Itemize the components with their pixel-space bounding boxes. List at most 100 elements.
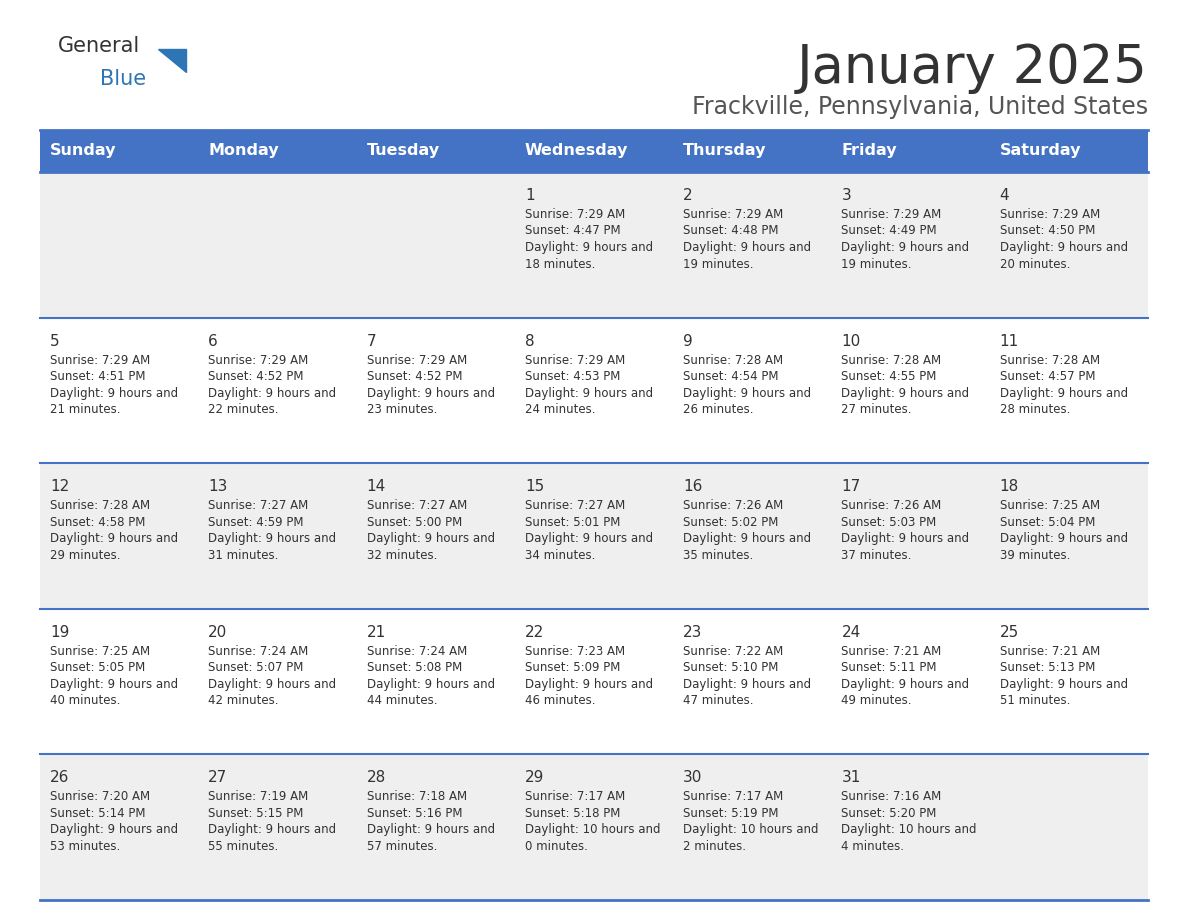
Text: Sunrise: 7:17 AM: Sunrise: 7:17 AM bbox=[525, 790, 625, 803]
Text: Sunset: 5:16 PM: Sunset: 5:16 PM bbox=[367, 807, 462, 820]
Text: Wednesday: Wednesday bbox=[525, 143, 628, 159]
Text: 22 minutes.: 22 minutes. bbox=[208, 403, 279, 416]
Text: Daylight: 9 hours and: Daylight: 9 hours and bbox=[50, 532, 178, 545]
Text: Daylight: 10 hours and: Daylight: 10 hours and bbox=[525, 823, 661, 836]
Text: 31 minutes.: 31 minutes. bbox=[208, 549, 279, 562]
Text: 9: 9 bbox=[683, 333, 693, 349]
Text: 18: 18 bbox=[1000, 479, 1019, 494]
Text: Sunrise: 7:27 AM: Sunrise: 7:27 AM bbox=[208, 499, 309, 512]
Text: 7: 7 bbox=[367, 333, 377, 349]
Text: Sunrise: 7:28 AM: Sunrise: 7:28 AM bbox=[50, 499, 150, 512]
Text: 28 minutes.: 28 minutes. bbox=[1000, 403, 1070, 416]
Text: Sunrise: 7:25 AM: Sunrise: 7:25 AM bbox=[50, 644, 150, 658]
Text: 30: 30 bbox=[683, 770, 702, 786]
Text: 21: 21 bbox=[367, 625, 386, 640]
Polygon shape bbox=[158, 49, 187, 72]
Text: Sunset: 4:55 PM: Sunset: 4:55 PM bbox=[841, 370, 937, 383]
Text: 39 minutes.: 39 minutes. bbox=[1000, 549, 1070, 562]
Text: Daylight: 9 hours and: Daylight: 9 hours and bbox=[367, 386, 494, 399]
Text: 6: 6 bbox=[208, 333, 219, 349]
Text: 12: 12 bbox=[50, 479, 69, 494]
Text: Daylight: 9 hours and: Daylight: 9 hours and bbox=[208, 677, 336, 691]
Text: 19 minutes.: 19 minutes. bbox=[841, 258, 912, 271]
Text: Sunrise: 7:21 AM: Sunrise: 7:21 AM bbox=[841, 644, 942, 658]
Text: 24 minutes.: 24 minutes. bbox=[525, 403, 595, 416]
Text: 49 minutes.: 49 minutes. bbox=[841, 694, 912, 707]
Text: 18 minutes.: 18 minutes. bbox=[525, 258, 595, 271]
Text: Daylight: 9 hours and: Daylight: 9 hours and bbox=[841, 532, 969, 545]
Text: Sunrise: 7:29 AM: Sunrise: 7:29 AM bbox=[208, 353, 309, 366]
Text: Sunrise: 7:24 AM: Sunrise: 7:24 AM bbox=[367, 644, 467, 658]
Text: 2: 2 bbox=[683, 188, 693, 203]
Text: 53 minutes.: 53 minutes. bbox=[50, 840, 120, 853]
Text: Sunset: 4:47 PM: Sunset: 4:47 PM bbox=[525, 225, 620, 238]
Text: Daylight: 9 hours and: Daylight: 9 hours and bbox=[841, 677, 969, 691]
Text: 29: 29 bbox=[525, 770, 544, 786]
Text: Sunrise: 7:16 AM: Sunrise: 7:16 AM bbox=[841, 790, 942, 803]
Text: Sunset: 5:10 PM: Sunset: 5:10 PM bbox=[683, 661, 778, 675]
Text: 26: 26 bbox=[50, 770, 69, 786]
Text: 42 minutes.: 42 minutes. bbox=[208, 694, 279, 707]
Text: Daylight: 9 hours and: Daylight: 9 hours and bbox=[525, 386, 653, 399]
Text: Daylight: 9 hours and: Daylight: 9 hours and bbox=[208, 386, 336, 399]
Text: 23 minutes.: 23 minutes. bbox=[367, 403, 437, 416]
Text: Sunset: 5:11 PM: Sunset: 5:11 PM bbox=[841, 661, 937, 675]
Text: 24: 24 bbox=[841, 625, 860, 640]
Text: Sunset: 5:15 PM: Sunset: 5:15 PM bbox=[208, 807, 304, 820]
Text: Sunday: Sunday bbox=[50, 143, 116, 159]
Text: General: General bbox=[58, 36, 140, 56]
Text: Sunrise: 7:26 AM: Sunrise: 7:26 AM bbox=[683, 499, 783, 512]
Text: Sunrise: 7:29 AM: Sunrise: 7:29 AM bbox=[367, 353, 467, 366]
Text: Sunrise: 7:20 AM: Sunrise: 7:20 AM bbox=[50, 790, 150, 803]
Text: 57 minutes.: 57 minutes. bbox=[367, 840, 437, 853]
Text: Daylight: 9 hours and: Daylight: 9 hours and bbox=[208, 823, 336, 836]
Text: Daylight: 9 hours and: Daylight: 9 hours and bbox=[1000, 241, 1127, 254]
Text: Sunset: 5:05 PM: Sunset: 5:05 PM bbox=[50, 661, 145, 675]
Bar bbox=[40, 172, 1148, 318]
Text: Sunrise: 7:22 AM: Sunrise: 7:22 AM bbox=[683, 644, 783, 658]
Text: Frackville, Pennsylvania, United States: Frackville, Pennsylvania, United States bbox=[691, 95, 1148, 119]
Text: Daylight: 9 hours and: Daylight: 9 hours and bbox=[841, 241, 969, 254]
Text: Sunrise: 7:18 AM: Sunrise: 7:18 AM bbox=[367, 790, 467, 803]
Text: 4: 4 bbox=[1000, 188, 1010, 203]
Text: Sunrise: 7:28 AM: Sunrise: 7:28 AM bbox=[841, 353, 942, 366]
Text: 0 minutes.: 0 minutes. bbox=[525, 840, 588, 853]
Text: 2 minutes.: 2 minutes. bbox=[683, 840, 746, 853]
Text: 26 minutes.: 26 minutes. bbox=[683, 403, 753, 416]
Text: Sunrise: 7:21 AM: Sunrise: 7:21 AM bbox=[1000, 644, 1100, 658]
Text: 13: 13 bbox=[208, 479, 228, 494]
Text: Sunset: 4:51 PM: Sunset: 4:51 PM bbox=[50, 370, 145, 383]
Text: Daylight: 9 hours and: Daylight: 9 hours and bbox=[208, 532, 336, 545]
Text: 46 minutes.: 46 minutes. bbox=[525, 694, 595, 707]
Text: Daylight: 9 hours and: Daylight: 9 hours and bbox=[50, 677, 178, 691]
Text: 22: 22 bbox=[525, 625, 544, 640]
Text: Sunrise: 7:24 AM: Sunrise: 7:24 AM bbox=[208, 644, 309, 658]
Text: Sunrise: 7:23 AM: Sunrise: 7:23 AM bbox=[525, 644, 625, 658]
Text: 31: 31 bbox=[841, 770, 861, 786]
Text: Daylight: 9 hours and: Daylight: 9 hours and bbox=[683, 241, 811, 254]
Text: Sunset: 4:52 PM: Sunset: 4:52 PM bbox=[367, 370, 462, 383]
Text: Daylight: 9 hours and: Daylight: 9 hours and bbox=[367, 823, 494, 836]
Text: Friday: Friday bbox=[841, 143, 897, 159]
Text: Sunrise: 7:29 AM: Sunrise: 7:29 AM bbox=[525, 208, 625, 221]
Text: Sunset: 4:54 PM: Sunset: 4:54 PM bbox=[683, 370, 778, 383]
Text: Sunset: 5:01 PM: Sunset: 5:01 PM bbox=[525, 516, 620, 529]
Text: 35 minutes.: 35 minutes. bbox=[683, 549, 753, 562]
Text: Sunrise: 7:29 AM: Sunrise: 7:29 AM bbox=[525, 353, 625, 366]
Text: Sunset: 4:52 PM: Sunset: 4:52 PM bbox=[208, 370, 304, 383]
Text: Monday: Monday bbox=[208, 143, 279, 159]
Bar bbox=[40, 464, 1148, 609]
Text: Sunset: 4:50 PM: Sunset: 4:50 PM bbox=[1000, 225, 1095, 238]
Text: Sunset: 5:19 PM: Sunset: 5:19 PM bbox=[683, 807, 778, 820]
Text: Daylight: 9 hours and: Daylight: 9 hours and bbox=[683, 386, 811, 399]
Text: Daylight: 9 hours and: Daylight: 9 hours and bbox=[525, 532, 653, 545]
Text: Daylight: 9 hours and: Daylight: 9 hours and bbox=[367, 532, 494, 545]
Text: Sunset: 4:57 PM: Sunset: 4:57 PM bbox=[1000, 370, 1095, 383]
Text: Sunset: 5:14 PM: Sunset: 5:14 PM bbox=[50, 807, 145, 820]
Text: 10: 10 bbox=[841, 333, 860, 349]
Text: Sunrise: 7:19 AM: Sunrise: 7:19 AM bbox=[208, 790, 309, 803]
Text: Sunrise: 7:25 AM: Sunrise: 7:25 AM bbox=[1000, 499, 1100, 512]
Text: Sunrise: 7:29 AM: Sunrise: 7:29 AM bbox=[841, 208, 942, 221]
Bar bbox=[40, 609, 1148, 755]
Text: 21 minutes.: 21 minutes. bbox=[50, 403, 120, 416]
